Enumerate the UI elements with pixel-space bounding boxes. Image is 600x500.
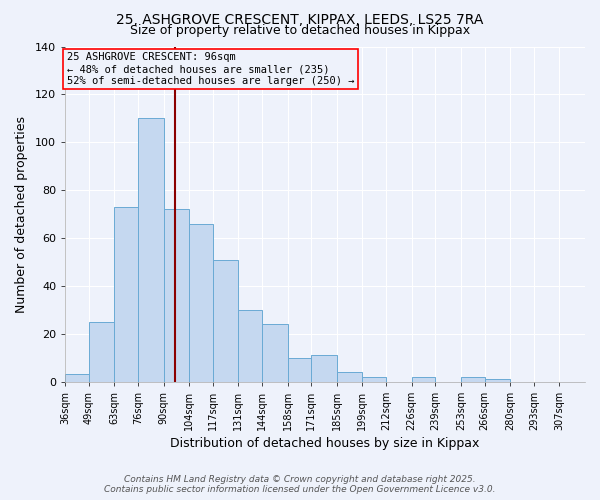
Bar bbox=[485, 380, 510, 382]
Text: Size of property relative to detached houses in Kippax: Size of property relative to detached ho… bbox=[130, 24, 470, 37]
Bar bbox=[362, 377, 386, 382]
Bar bbox=[287, 358, 311, 382]
Bar bbox=[89, 322, 115, 382]
Text: 25 ASHGROVE CRESCENT: 96sqm
← 48% of detached houses are smaller (235)
52% of se: 25 ASHGROVE CRESCENT: 96sqm ← 48% of det… bbox=[67, 52, 355, 86]
Bar bbox=[138, 118, 164, 382]
Bar bbox=[213, 260, 238, 382]
Text: Contains HM Land Registry data © Crown copyright and database right 2025.
Contai: Contains HM Land Registry data © Crown c… bbox=[104, 474, 496, 494]
Bar bbox=[461, 377, 485, 382]
Bar bbox=[337, 372, 362, 382]
Bar bbox=[65, 374, 89, 382]
Y-axis label: Number of detached properties: Number of detached properties bbox=[15, 116, 28, 312]
Bar bbox=[262, 324, 287, 382]
X-axis label: Distribution of detached houses by size in Kippax: Distribution of detached houses by size … bbox=[170, 437, 480, 450]
Bar bbox=[412, 377, 436, 382]
Bar bbox=[189, 224, 213, 382]
Bar bbox=[115, 207, 138, 382]
Text: 25, ASHGROVE CRESCENT, KIPPAX, LEEDS, LS25 7RA: 25, ASHGROVE CRESCENT, KIPPAX, LEEDS, LS… bbox=[116, 12, 484, 26]
Bar bbox=[238, 310, 262, 382]
Bar bbox=[164, 210, 189, 382]
Bar bbox=[311, 356, 337, 382]
